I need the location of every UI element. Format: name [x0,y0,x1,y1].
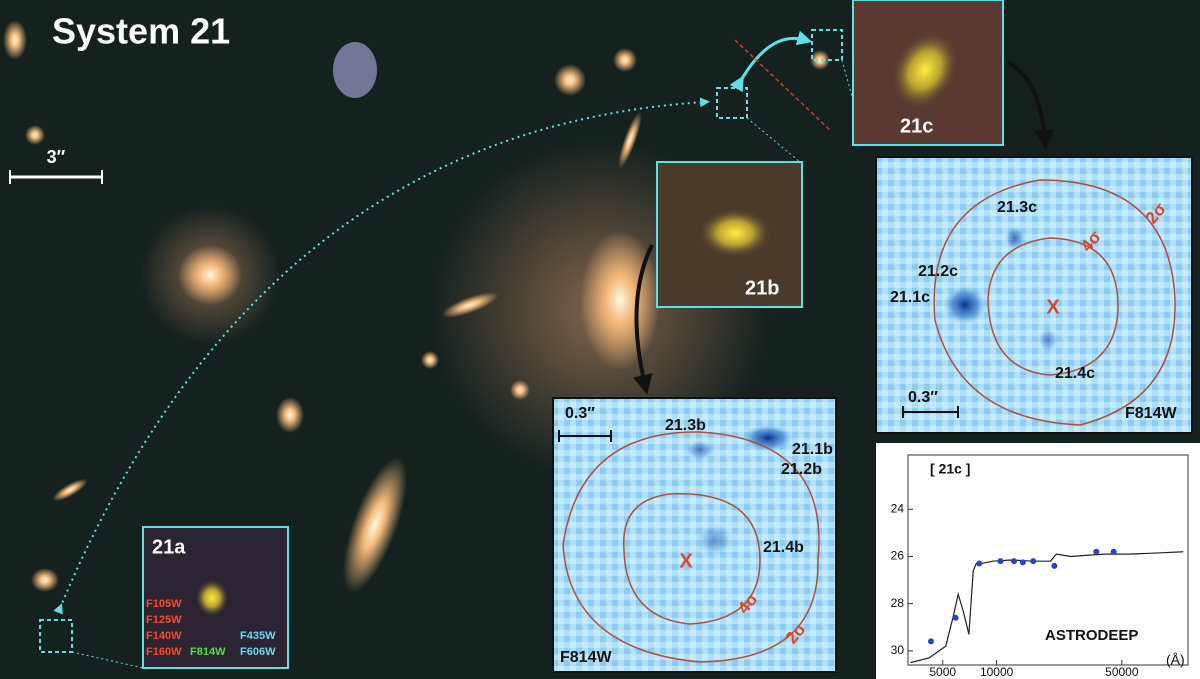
scale-label: 0.3″ [565,405,595,422]
photometry-point [1051,562,1058,569]
photometry-point [997,558,1004,565]
image-label: 21.3b [665,417,706,434]
image-label: 21.1b [792,441,833,458]
sed-plot: [ 21c ] ASTRODEEP (Å) 24 26 28 30 5000 10000 5… [876,443,1200,679]
photometry-point [1011,558,1018,565]
y-tick-label: 26 [891,549,905,563]
scale-label: 3″ [47,147,66,167]
image-label: 21.2c [918,263,958,280]
annotation: ASTRODEEP [1045,627,1138,644]
photometry-point [1110,548,1117,555]
image-label: 21.1c [890,289,930,306]
photometry-point [1093,548,1100,555]
y-tick-label: 30 [891,643,905,657]
x-tick-label: 5000 [929,665,956,679]
inset-label: 21b [745,277,779,299]
arrow [1006,60,1055,150]
y-tick-label: 28 [891,596,905,610]
filter-label: F814W [560,649,612,666]
x-tick-label: 10000 [980,665,1014,679]
critical-line [734,39,831,131]
filter-label: F140W [146,630,182,642]
panel-c: 0.3″ 21.3c 21.2c 21.1c 21.4c X 4σ 2σ F81… [875,156,1193,434]
model-line [910,551,1184,664]
figure-title: System 21 [52,11,230,52]
photometry-point [1019,559,1026,566]
filter-label: F435W [240,630,276,642]
filter-label: F105W [146,598,182,610]
chart-title: [ 21c ] [930,461,970,477]
x-axis-label: (Å) [1166,652,1185,668]
x-tick-label: 50000 [1105,665,1139,679]
filter-label: F125W [146,614,182,626]
photometry-point [976,560,983,567]
selections [39,29,854,669]
inset-c: 21c [852,0,1004,146]
inset-b: 21b [656,161,803,308]
filter-label: F606W [240,646,276,658]
photometry-point [927,638,934,645]
arrow [632,244,654,395]
filter-label: F160W [146,646,182,658]
photometry-point [1030,558,1037,565]
panel-b: 0.3″ 21.3b 21.1b 21.2b 21.4b X 4σ 2σ F81… [552,397,837,673]
inset-label: 21c [900,115,933,137]
inset-a: 21a F105W F125W F140W F160W F814W F435W … [142,526,289,669]
image-label: 21.3c [997,199,1037,216]
center-marker: X [1046,296,1060,318]
photometry-point [952,614,959,621]
filter-label: F814W [190,646,226,658]
image-label: 21.2b [781,461,822,478]
center-marker: X [679,550,693,572]
image-label: 21.4b [763,539,804,556]
filter-label: F814W [1125,405,1177,422]
image-label: 21.4c [1055,365,1095,382]
scale-label: 0.3″ [908,389,938,406]
y-tick-label: 24 [891,501,905,515]
inset-label: 21a [152,536,186,558]
